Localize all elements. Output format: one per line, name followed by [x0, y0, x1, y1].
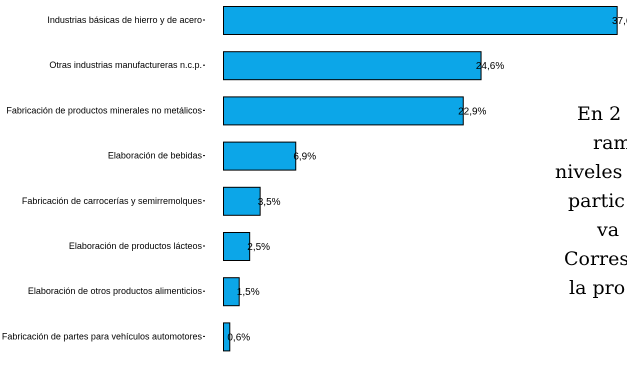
side-paragraph: En 2 ram niveles partic va Corres la pro [555, 100, 627, 303]
side-text-line: la pro [569, 277, 626, 299]
category-label: Fabricación de partes para vehículos aut… [2, 331, 203, 341]
category-label: Otras industrias manufactureras n.c.p. [49, 60, 202, 70]
bar [223, 141, 297, 171]
value-label: 6,9% [293, 152, 316, 163]
value-label: 1,5% [237, 287, 260, 298]
side-text-line: ram [593, 132, 627, 154]
bar [223, 186, 261, 216]
value-label: 3,5% [258, 197, 281, 208]
side-text-line: partic [568, 190, 625, 212]
category-label: Elaboración de bebidas [108, 151, 203, 161]
bar [223, 322, 231, 352]
side-text-line: va [597, 219, 620, 241]
value-label: 2,5% [247, 242, 270, 253]
category-label: Elaboración de productos lácteos [69, 241, 203, 251]
bar [223, 6, 618, 35]
category-label: Elaboración de otros productos alimentic… [28, 286, 203, 296]
side-text-line: niveles [555, 161, 623, 183]
category-label: Industrias básicas de hierro y de acero [47, 15, 202, 25]
category-label: Fabricación de productos minerales no me… [6, 105, 202, 115]
bar [223, 232, 251, 261]
bar [223, 51, 482, 81]
value-label: 0,6% [227, 332, 250, 343]
value-label: 24,6% [476, 61, 504, 72]
bar [223, 96, 464, 126]
value-label: 37,6% [612, 16, 627, 27]
bar [223, 277, 240, 307]
side-text-line: Corres [564, 248, 627, 270]
category-label: Fabricación de carrocerías y semirremolq… [22, 196, 203, 206]
value-label: 22,9% [458, 106, 486, 117]
side-text-line: En 2 [577, 103, 622, 125]
